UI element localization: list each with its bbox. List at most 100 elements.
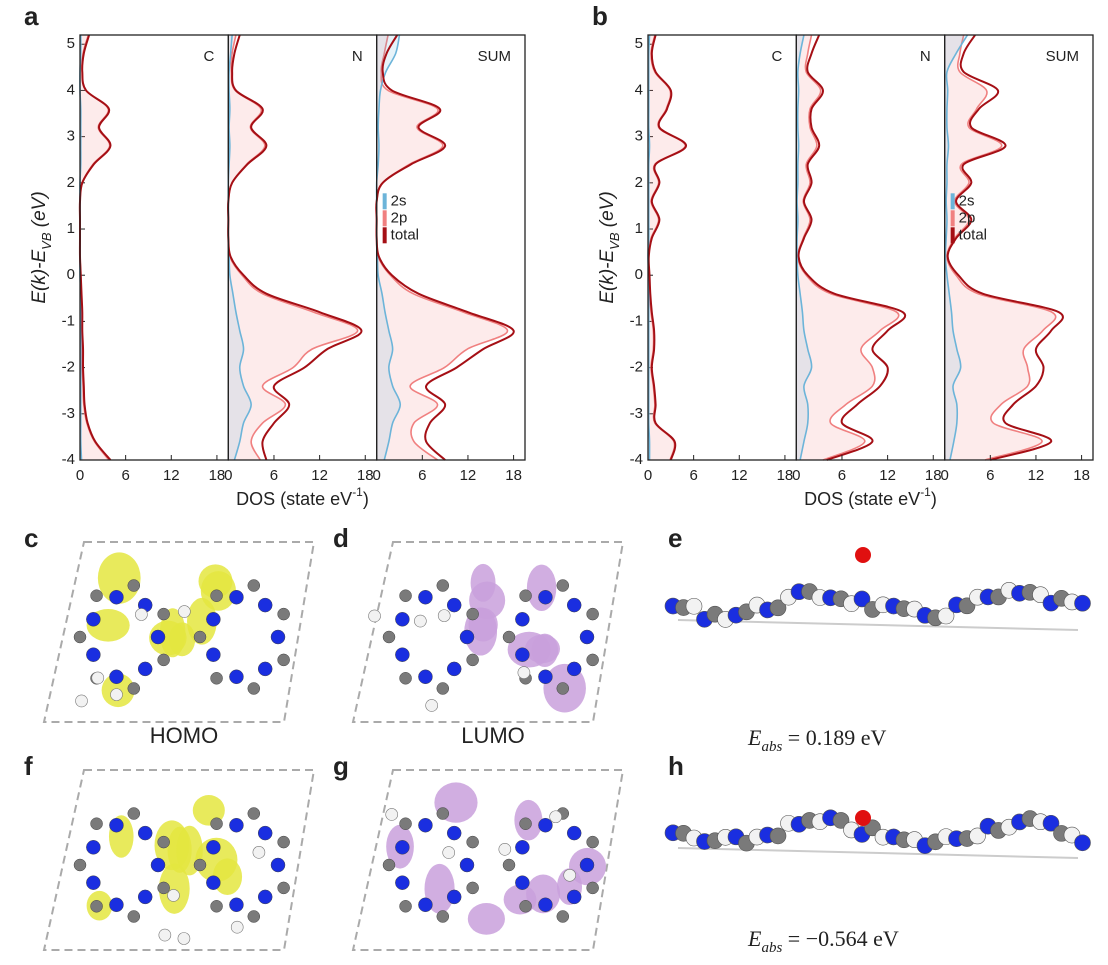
atom — [586, 653, 599, 667]
atom — [446, 597, 462, 613]
y-tick-label: 0 — [67, 266, 75, 283]
y-tick-label: 3 — [635, 128, 643, 145]
area — [228, 35, 252, 460]
atom — [86, 647, 101, 662]
y-label-main: E(k)-E — [597, 250, 618, 304]
y-tick-label: 2 — [67, 174, 75, 191]
legend-swatch — [950, 210, 955, 227]
atom — [566, 661, 582, 677]
legend-label: 2s — [959, 192, 975, 209]
dos-line — [647, 34, 688, 461]
x-tick-label: 0 — [76, 467, 84, 484]
panel-letter: h — [668, 751, 684, 781]
y-tick-label: -1 — [630, 312, 643, 329]
legend-swatch — [950, 193, 955, 210]
panel-letter: b — [592, 1, 608, 31]
atom — [127, 910, 141, 923]
atom — [855, 810, 871, 826]
panel-letter: a — [24, 1, 39, 31]
atom — [90, 589, 103, 602]
atom — [436, 579, 450, 592]
atom — [969, 827, 986, 845]
x-tick-label: 12 — [460, 467, 477, 484]
atom — [563, 868, 577, 882]
subplot — [944, 34, 1064, 461]
atom — [277, 881, 290, 895]
atom — [517, 666, 531, 679]
atom — [206, 840, 221, 855]
x-tick-label: 0 — [644, 467, 652, 484]
subplot — [647, 34, 688, 461]
atom — [418, 897, 433, 913]
area — [796, 35, 899, 460]
atom — [399, 900, 412, 913]
y-tick-label: 1 — [67, 220, 75, 237]
orbital — [524, 634, 561, 664]
y-label-main: E(k)-E — [29, 250, 50, 304]
atom — [167, 889, 180, 902]
atom — [206, 647, 221, 662]
subplot — [78, 34, 112, 461]
atom — [247, 579, 261, 592]
atom — [418, 589, 433, 605]
atom — [436, 807, 450, 820]
atom — [109, 817, 124, 833]
subplot-title: C — [203, 48, 214, 65]
atom — [368, 609, 381, 623]
area — [376, 35, 508, 460]
subplot-title: C — [771, 48, 782, 65]
atom — [538, 817, 553, 833]
atom — [277, 653, 290, 667]
atom — [538, 897, 553, 913]
atom — [150, 857, 166, 873]
y-label-unit: (eV) — [597, 191, 618, 232]
x-axis-label: DOS (state eV-1) — [804, 485, 937, 509]
x-tick-label: 0 — [224, 467, 232, 484]
y-tick-label: 4 — [67, 81, 75, 98]
y-tick-label: -1 — [62, 312, 75, 329]
atom — [466, 653, 479, 667]
atom — [178, 605, 191, 618]
orbital — [424, 863, 455, 914]
atom — [566, 889, 582, 905]
subplot-frame — [376, 34, 526, 461]
atom — [395, 840, 410, 855]
y-tick-label: 2 — [635, 174, 643, 191]
atom — [855, 547, 871, 563]
atom — [86, 612, 101, 627]
atom — [864, 819, 881, 837]
atom — [446, 889, 462, 905]
atom — [86, 875, 101, 890]
y-tick-label: -4 — [62, 451, 75, 468]
atom — [466, 881, 479, 895]
atom — [466, 607, 479, 621]
y-tick-label: -2 — [62, 359, 75, 376]
y-tick-label: 5 — [67, 35, 75, 52]
atom — [257, 597, 273, 613]
x-tick-label: 12 — [163, 467, 180, 484]
x-tick-label: 18 — [925, 467, 942, 484]
atom — [137, 825, 153, 841]
legend-label: total — [391, 226, 419, 243]
x-tick-label: 6 — [418, 467, 426, 484]
x-label-main: DOS (state eV — [236, 489, 352, 509]
area — [648, 35, 686, 460]
legend-swatch — [950, 227, 955, 244]
y-tick-label: 5 — [635, 35, 643, 52]
atom — [586, 881, 599, 895]
atom — [277, 607, 290, 621]
atom — [853, 590, 871, 608]
legend-label: 2p — [959, 209, 976, 226]
y-tick-label: -2 — [630, 359, 643, 376]
atom — [515, 875, 530, 890]
x-tick-label: 12 — [731, 467, 748, 484]
atom — [110, 688, 123, 701]
atom — [425, 699, 438, 712]
atom — [109, 897, 124, 913]
x-tick-label: 18 — [777, 467, 794, 484]
atom — [127, 579, 141, 592]
energy-label: Eabs = −0.564 eV — [747, 926, 899, 956]
x-tick-label: 0 — [940, 467, 948, 484]
atom — [459, 629, 475, 645]
panel-letter: f — [24, 751, 33, 781]
